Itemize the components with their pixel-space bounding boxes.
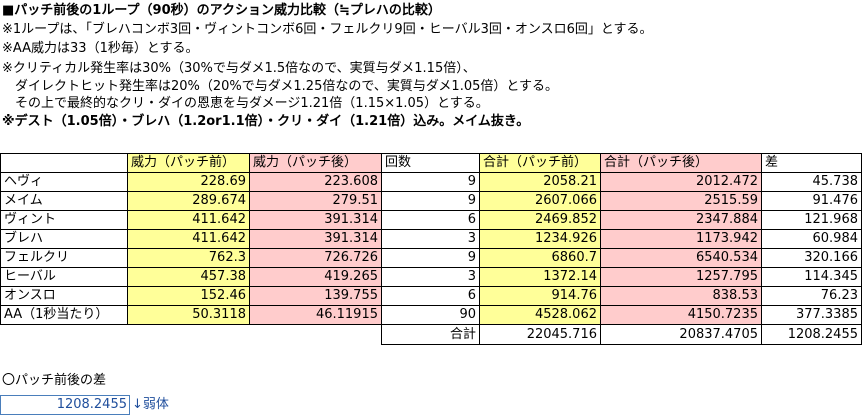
cell: 279.51 [249, 191, 382, 211]
cell: 121.968 [761, 210, 862, 230]
cell: 威力（パッチ後） [249, 153, 382, 173]
cell: 1372.14 [479, 267, 601, 287]
cell: 2515.59 [600, 191, 762, 211]
cell: ヒーバル [0, 267, 128, 287]
cell: 2012.472 [600, 172, 762, 192]
cell: 50.3118 [127, 305, 250, 325]
note: ※クリティカル発生率は30%（30%で与ダメ1.5倍なので、実質与ダメ1.15倍… [2, 61, 476, 76]
note: その上で最終的なクリ・ダイの恩恵を与ダメージ1.21倍（1.15×1.05）とす… [2, 96, 489, 111]
cell: 9 [381, 172, 480, 192]
row: ブレハ 411.642 391.314 3 1234.926 1173.942 60.984 [0, 229, 862, 249]
cell [128, 325, 250, 345]
cell: ブレハ [0, 229, 128, 249]
cell: 1208.2455 [761, 324, 862, 345]
cell: 22045.716 [479, 324, 601, 345]
cell: ヘヴィ [0, 172, 128, 192]
row: オンスロ 152.46 139.755 6 914.76 838.53 76.23 [0, 286, 862, 306]
cell: 91.476 [761, 191, 862, 211]
cell: 6860.7 [479, 248, 601, 268]
cell: 1173.942 [600, 229, 762, 249]
cell: 377.3385 [761, 305, 862, 325]
cell: オンスロ [0, 286, 128, 306]
note: ※AA威力は33（1秒毎）とする。 [2, 41, 199, 56]
cell: 391.314 [249, 210, 382, 230]
cell: 457.38 [127, 267, 250, 287]
cell: 320.166 [761, 248, 862, 268]
cell: 合計 [381, 324, 480, 345]
cell: 1257.795 [600, 267, 762, 287]
cell: 60.984 [761, 229, 862, 249]
footer-label: 〇パッチ前後の差 [2, 373, 107, 388]
cell: 2058.21 [479, 172, 601, 192]
cell: 9 [381, 248, 480, 268]
cell: 139.755 [249, 286, 382, 306]
cell: 46.11915 [249, 305, 382, 325]
cell: 762.3 [127, 248, 250, 268]
row: フェルクリ 762.3 726.726 9 6860.7 6540.534 320.166 [0, 248, 862, 268]
cell: 289.674 [127, 191, 250, 211]
table: 威力（パッチ前） 威力（パッチ後） 回数 合計（パッチ前） 合計（パッチ後）差ヘヴィ 22… [0, 153, 862, 345]
cell: 726.726 [249, 248, 382, 268]
cell: 228.69 [127, 172, 250, 192]
cell: 914.76 [479, 286, 601, 306]
title: ■パッチ前後の1ループ（90秒）のアクション威力比較（≒プレハの比較） [2, 3, 441, 18]
footer-note: ↓弱体 [132, 397, 169, 412]
row: ヘヴィ 228.69 223.608 9 2058.21 2012.472 45.738 [0, 172, 862, 192]
cell: AA（1秒当たり） [0, 305, 128, 325]
cell: 391.314 [249, 229, 382, 249]
cell: 838.53 [600, 286, 762, 306]
cell [1, 325, 128, 345]
note: ※1ループは、「ブレハコンボ3回・ヴィントコンボ6回・フェルクリ9回・ヒーバル3… [2, 22, 653, 37]
cell [250, 325, 382, 345]
cell: 152.46 [127, 286, 250, 306]
cell: 2469.852 [479, 210, 601, 230]
cell: 2347.884 [600, 210, 762, 230]
cell: 20837.4705 [600, 324, 762, 345]
cell: 45.738 [761, 172, 862, 192]
cell: 4150.7235 [600, 305, 762, 325]
cell: 90 [381, 305, 480, 325]
row: メイム 289.674 279.51 9 2607.066 2515.59 91.476 [0, 191, 862, 211]
cell: 419.265 [249, 267, 382, 287]
row: ヴィント 411.642 391.314 6 2469.852 2347.884 121.9… [0, 210, 862, 230]
cell: 411.642 [127, 210, 250, 230]
cell: 2607.066 [479, 191, 601, 211]
note: ダイレクトヒット発生率は20%（20%で与ダメ1.25倍なので、実質与ダメ1.0… [2, 79, 558, 94]
row: AA（1秒当たり） 50.3118 46.11915 90 4528.062 4150.7… [0, 305, 862, 325]
cell: 114.345 [761, 267, 862, 287]
cell: 9 [381, 191, 480, 211]
cell: 223.608 [249, 172, 382, 192]
cell: 411.642 [127, 229, 250, 249]
cell: 3 [381, 267, 480, 287]
cell: フェルクリ [0, 248, 128, 268]
cell: 1234.926 [479, 229, 601, 249]
cell: 合計（パッチ後） [600, 153, 762, 173]
cell: 差 [761, 153, 862, 173]
cell: 威力（パッチ前） [127, 153, 250, 173]
row: ヒーバル 457.38 419.265 3 1372.14 1257.795 114.345 [0, 267, 862, 287]
row: 威力（パッチ前） 威力（パッチ後） 回数 合計（パッチ前） 合計（パッチ後）差 [0, 153, 862, 173]
cell: 回数 [381, 153, 480, 173]
footer-value: 1208.2455 [0, 395, 130, 415]
cell: 3 [381, 229, 480, 249]
cell: 4528.062 [479, 305, 601, 325]
cell: 6 [381, 210, 480, 230]
cell: 合計（パッチ前） [479, 153, 601, 173]
cell [0, 153, 128, 173]
cell: 6540.534 [600, 248, 762, 268]
cell: ヴィント [0, 210, 128, 230]
cell: 6 [381, 286, 480, 306]
cell: 76.23 [761, 286, 862, 306]
row: 合計 22045.716 20837.4705 1208.2455 [1, 324, 862, 345]
bold-note: ※デスト（1.05倍）・ブレハ（1.2or1.1倍）・クリ・ダイ（1.21倍）込… [2, 114, 530, 129]
cell: メイム [0, 191, 128, 211]
